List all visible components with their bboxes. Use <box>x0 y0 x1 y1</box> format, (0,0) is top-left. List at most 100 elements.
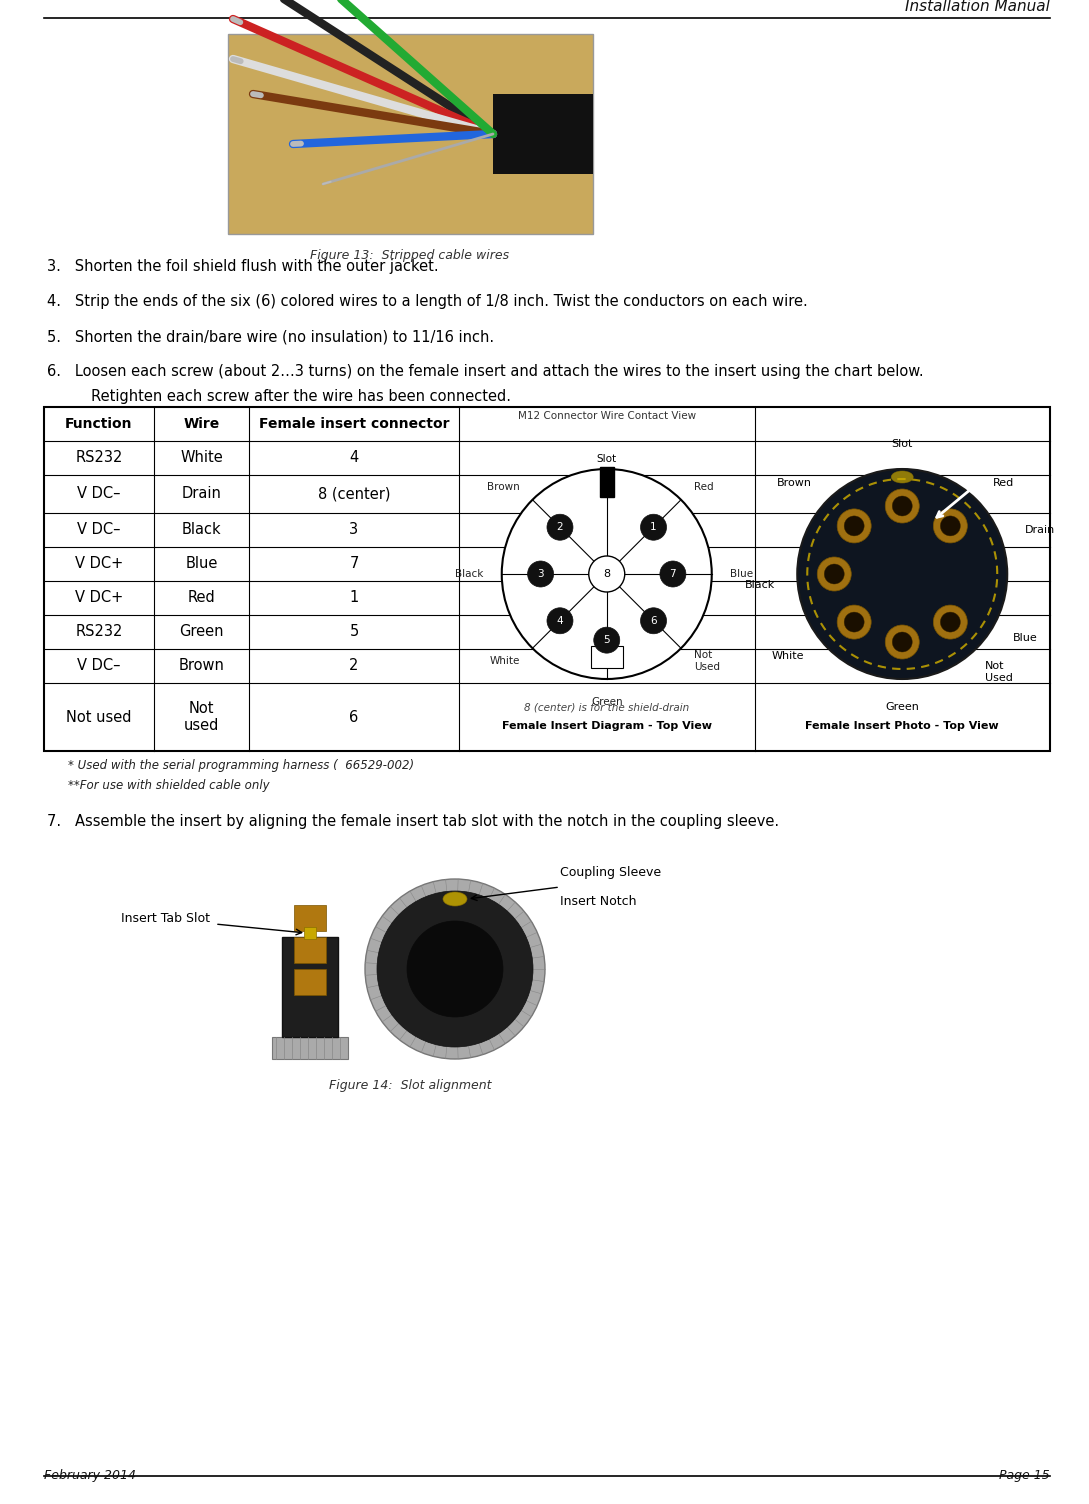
Text: Not
Used: Not Used <box>984 662 1013 683</box>
Text: 4: 4 <box>556 615 563 626</box>
Ellipse shape <box>933 508 967 543</box>
Text: White: White <box>180 451 223 466</box>
Text: 7.   Assemble the insert by aligning the female insert tab slot with the notch i: 7. Assemble the insert by aligning the f… <box>47 814 779 829</box>
Ellipse shape <box>844 612 865 632</box>
Text: 8 (center): 8 (center) <box>318 486 390 501</box>
Ellipse shape <box>824 564 844 584</box>
Text: Brown: Brown <box>487 481 519 492</box>
Text: Not
Used: Not Used <box>694 650 720 672</box>
Text: Insert Tab Slot: Insert Tab Slot <box>121 913 210 925</box>
Bar <box>294 905 326 931</box>
Text: 5: 5 <box>603 635 610 645</box>
Bar <box>493 93 594 174</box>
Bar <box>600 468 614 496</box>
Text: 7: 7 <box>350 556 358 572</box>
Text: V DC+: V DC+ <box>75 556 123 572</box>
Text: Brown: Brown <box>776 478 811 489</box>
Bar <box>282 937 338 1036</box>
Bar <box>272 1036 348 1059</box>
Bar <box>304 926 316 938</box>
Text: Green: Green <box>180 624 223 639</box>
Text: Blue: Blue <box>730 569 752 579</box>
Ellipse shape <box>443 892 467 905</box>
Circle shape <box>407 920 503 1017</box>
Text: Retighten each screw after the wire has been connected.: Retighten each screw after the wire has … <box>68 390 511 405</box>
Text: Blue: Blue <box>185 556 218 572</box>
Circle shape <box>365 878 544 1059</box>
Text: 8: 8 <box>603 569 610 579</box>
Text: Page 15: Page 15 <box>1000 1469 1050 1481</box>
Text: Green: Green <box>591 696 623 707</box>
Ellipse shape <box>837 508 871 543</box>
Text: Female Insert Photo - Top View: Female Insert Photo - Top View <box>806 720 999 731</box>
Text: Black: Black <box>745 581 774 590</box>
Circle shape <box>377 890 533 1047</box>
Bar <box>228 35 594 235</box>
Ellipse shape <box>933 605 967 639</box>
Ellipse shape <box>837 605 871 639</box>
Bar <box>44 408 1050 750</box>
Text: 8 (center) is for the shield-drain: 8 (center) is for the shield-drain <box>524 702 689 713</box>
Circle shape <box>660 561 686 587</box>
Text: Installation Manual: Installation Manual <box>905 0 1050 14</box>
Ellipse shape <box>844 516 865 535</box>
Text: Brown: Brown <box>179 659 224 674</box>
Ellipse shape <box>892 632 913 653</box>
Text: Female Insert Diagram - Top View: Female Insert Diagram - Top View <box>502 720 712 731</box>
Ellipse shape <box>892 496 913 516</box>
Circle shape <box>589 556 625 593</box>
Circle shape <box>640 514 666 540</box>
Ellipse shape <box>817 556 852 591</box>
Bar <box>294 937 326 963</box>
Circle shape <box>547 514 573 540</box>
Text: Slot: Slot <box>892 439 913 450</box>
Text: V DC–: V DC– <box>77 486 121 501</box>
Circle shape <box>547 608 573 633</box>
Text: Function: Function <box>65 417 133 432</box>
Text: Insert Notch: Insert Notch <box>560 895 636 908</box>
Text: 7: 7 <box>670 569 676 579</box>
Text: Female insert connector: Female insert connector <box>259 417 450 432</box>
Text: Black: Black <box>455 569 484 579</box>
Text: 4.   Strip the ends of the six (6) colored wires to a length of 1/8 inch. Twist : 4. Strip the ends of the six (6) colored… <box>47 293 808 308</box>
Circle shape <box>640 608 666 633</box>
Text: White: White <box>772 651 804 662</box>
Text: **For use with shielded cable only: **For use with shielded cable only <box>68 779 270 793</box>
Circle shape <box>502 469 712 678</box>
Text: Red: Red <box>993 478 1014 489</box>
Text: 3: 3 <box>350 522 358 537</box>
Text: 3.   Shorten the foil shield flush with the outer jacket.: 3. Shorten the foil shield flush with th… <box>47 259 439 274</box>
Text: Slot: Slot <box>597 454 616 465</box>
Text: V DC–: V DC– <box>77 522 121 537</box>
Text: Figure 13:  Stripped cable wires: Figure 13: Stripped cable wires <box>310 250 510 262</box>
Ellipse shape <box>940 516 960 535</box>
Text: Not
used: Not used <box>184 701 219 734</box>
Ellipse shape <box>885 489 919 523</box>
Text: Black: Black <box>182 522 221 537</box>
Text: 1: 1 <box>350 591 358 606</box>
Text: 2: 2 <box>350 659 358 674</box>
Text: Green: Green <box>885 702 919 711</box>
Ellipse shape <box>940 612 960 632</box>
Text: Coupling Sleeve: Coupling Sleeve <box>560 866 661 878</box>
Text: Blue: Blue <box>1013 633 1038 644</box>
Text: 2: 2 <box>556 522 563 532</box>
Text: V DC–: V DC– <box>77 659 121 674</box>
Text: 4: 4 <box>350 451 358 466</box>
Circle shape <box>594 627 620 653</box>
Text: Not used: Not used <box>66 710 132 725</box>
Text: 5.   Shorten the drain/bare wire (no insulation) to 11/16 inch.: 5. Shorten the drain/bare wire (no insul… <box>47 329 494 344</box>
Text: February 2014: February 2014 <box>44 1469 136 1481</box>
Circle shape <box>797 469 1007 678</box>
Text: 5: 5 <box>350 624 358 639</box>
Text: Drain: Drain <box>1025 525 1054 534</box>
Circle shape <box>527 561 553 587</box>
Ellipse shape <box>891 471 914 483</box>
Text: RS232: RS232 <box>75 451 123 466</box>
Text: 3: 3 <box>537 569 543 579</box>
Text: Figure 14:  Slot alignment: Figure 14: Slot alignment <box>329 1078 491 1092</box>
Text: * Used with the serial programming harness (  66529-002): * Used with the serial programming harne… <box>68 760 414 772</box>
Text: M12 Connector Wire Contact View: M12 Connector Wire Contact View <box>517 411 696 421</box>
Text: Drain: Drain <box>182 486 221 501</box>
Ellipse shape <box>885 626 919 659</box>
